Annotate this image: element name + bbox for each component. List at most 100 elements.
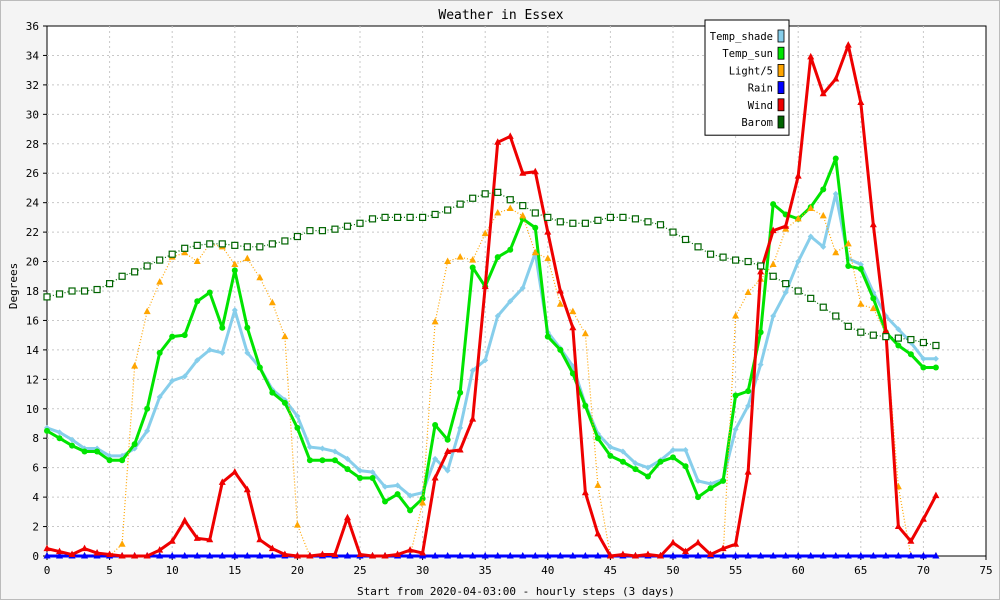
barom-point bbox=[156, 256, 164, 264]
y-tick-label: 10 bbox=[26, 403, 39, 416]
y-tick-label: 6 bbox=[32, 462, 39, 475]
barom-point bbox=[131, 268, 139, 276]
temp-sun-point bbox=[920, 364, 927, 371]
wind-point bbox=[744, 468, 752, 475]
light-5-point bbox=[156, 278, 164, 285]
barom-point bbox=[556, 218, 564, 226]
barom-point bbox=[731, 256, 740, 264]
rain-point bbox=[256, 552, 264, 559]
barom-point bbox=[343, 222, 352, 230]
light-5-point bbox=[456, 253, 464, 260]
wind-point bbox=[456, 446, 464, 453]
temp-sun-point bbox=[281, 399, 288, 406]
barom-point bbox=[782, 280, 790, 288]
series-lines bbox=[43, 41, 940, 559]
wind-point bbox=[206, 535, 214, 543]
barom-point bbox=[681, 235, 690, 244]
temp-sun-point bbox=[619, 458, 626, 465]
legend-label-temp-shade: Temp_shade bbox=[710, 31, 773, 43]
temp-shade-point bbox=[206, 346, 213, 353]
light-5-point bbox=[143, 307, 151, 315]
wind-point bbox=[394, 550, 402, 558]
temp-shade-point bbox=[382, 483, 389, 490]
temp-shade-point bbox=[507, 298, 514, 305]
temp-sun-point bbox=[720, 477, 727, 484]
wind-point bbox=[631, 552, 639, 559]
temp-sun-point bbox=[582, 402, 589, 409]
rain-point bbox=[268, 552, 276, 559]
temp-sun-point bbox=[432, 421, 439, 428]
barom-point bbox=[644, 218, 652, 226]
temp-sun-point bbox=[845, 262, 852, 269]
wind-point bbox=[932, 491, 940, 499]
temp-sun-point bbox=[857, 265, 864, 272]
barom-point bbox=[519, 202, 527, 210]
temp-sun-point bbox=[732, 392, 739, 399]
rain-point bbox=[231, 552, 239, 559]
barom-point bbox=[356, 219, 364, 227]
barom-point bbox=[243, 243, 251, 251]
rain-point bbox=[544, 552, 552, 559]
axis-ticks: 0 5 10 15 20 25 30 35 40 45 50 55 60 65 70 750246810121… bbox=[26, 20, 993, 577]
barom-point bbox=[481, 190, 489, 198]
temp-shade-point bbox=[194, 357, 201, 364]
temp-shade-point bbox=[770, 313, 777, 320]
rain-point bbox=[469, 552, 477, 559]
wind-point bbox=[619, 550, 627, 558]
x-tick-label: 55 bbox=[729, 564, 742, 577]
y-axis-label: Degrees bbox=[7, 263, 20, 309]
temp-sun-point bbox=[394, 491, 401, 498]
temp-shade-point bbox=[144, 427, 151, 434]
wind-point bbox=[318, 550, 326, 558]
barom-point bbox=[406, 213, 414, 221]
legend-box bbox=[704, 19, 790, 136]
light-5-point bbox=[544, 254, 552, 262]
temp-shade-point bbox=[607, 444, 614, 451]
rain-point bbox=[43, 552, 51, 559]
temp-shade-point bbox=[344, 455, 351, 462]
wind-point bbox=[56, 547, 64, 555]
rain-point bbox=[682, 552, 690, 559]
wind-point bbox=[606, 552, 614, 559]
barom-point bbox=[694, 243, 702, 251]
light-5-point bbox=[469, 256, 477, 263]
temp-shade-point bbox=[244, 349, 251, 356]
temp-shade-point bbox=[156, 394, 163, 400]
temp-shade-point bbox=[169, 377, 176, 384]
x-tick-label: 5 bbox=[106, 564, 113, 577]
wind-point bbox=[168, 537, 176, 544]
wind-point bbox=[406, 546, 414, 553]
light-5-point bbox=[794, 214, 802, 222]
temp-shade-point bbox=[294, 413, 301, 420]
wind-point bbox=[293, 552, 301, 559]
temp-sun-point bbox=[607, 452, 614, 459]
barom-point bbox=[744, 257, 752, 266]
temp-shade-point bbox=[432, 455, 439, 462]
wind-point bbox=[869, 220, 877, 228]
light-5-point bbox=[857, 300, 865, 307]
light-5-point bbox=[481, 229, 489, 237]
wind-point bbox=[231, 468, 239, 475]
temp-sun-point bbox=[670, 454, 676, 461]
barom-point bbox=[907, 335, 915, 344]
temp-sun-point bbox=[256, 364, 263, 371]
series-barom bbox=[43, 188, 940, 350]
wind-point bbox=[544, 228, 552, 235]
wind-point bbox=[118, 552, 126, 559]
wind-point bbox=[193, 534, 201, 541]
rain-point bbox=[757, 552, 765, 559]
temp-sun-point bbox=[832, 155, 839, 162]
temp-sun-point bbox=[331, 457, 338, 464]
temp-sun-point bbox=[131, 441, 138, 448]
light-5-point bbox=[181, 248, 189, 256]
temp-shade-point bbox=[695, 477, 702, 484]
x-tick-label: 40 bbox=[541, 564, 554, 577]
wind-point bbox=[181, 516, 189, 524]
temp-sun-point bbox=[557, 346, 564, 353]
y-tick-label: 36 bbox=[26, 20, 39, 33]
series-line-wind bbox=[46, 43, 938, 558]
temp-sun-point bbox=[106, 457, 113, 464]
temp-shade-point bbox=[394, 482, 401, 489]
rain-point bbox=[519, 552, 527, 559]
rain-point bbox=[907, 552, 915, 559]
